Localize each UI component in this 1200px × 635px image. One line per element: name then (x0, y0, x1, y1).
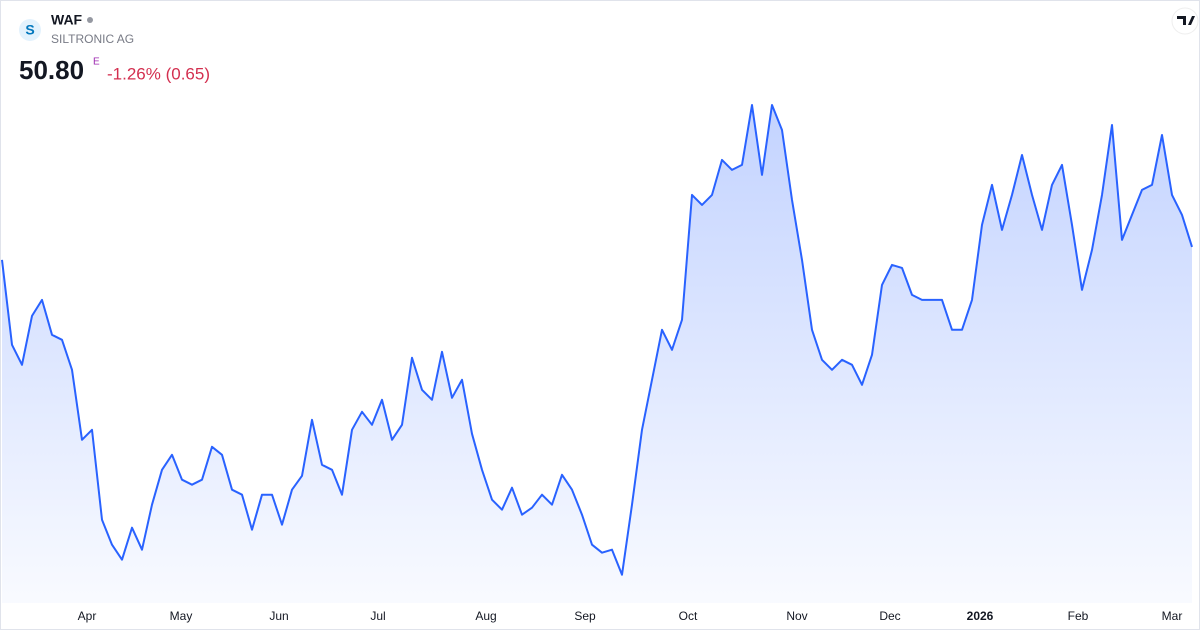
change: -1.26% (0.65) (107, 64, 210, 83)
x-tick-label: 2026 (967, 609, 994, 623)
logo-letter: S (25, 22, 34, 38)
x-tick-label: Feb (1068, 609, 1089, 623)
x-tick-label: Oct (679, 609, 698, 623)
ticker: WAF (51, 12, 83, 28)
x-tick-label: Jul (370, 609, 385, 623)
tv-logo[interactable] (1171, 7, 1199, 35)
company: SILTRONIC AG (51, 32, 134, 46)
area-fill (2, 105, 1192, 603)
price-line (1, 104, 1193, 576)
x-tick-label: Nov (786, 609, 807, 623)
x-tick-label: Aug (475, 609, 496, 623)
x-tick-label: Mar (1162, 609, 1183, 623)
x-tick-label: May (170, 609, 193, 623)
price: 50.80 (19, 55, 84, 85)
status-dot (87, 17, 93, 23)
plot-area: Apr May Jun Jul Aug Sep Oct Nov Dec 2026 Feb Mar (1, 104, 1193, 623)
x-tick-label: Sep (574, 609, 596, 623)
x-tick-label: Jun (269, 609, 288, 623)
price-flag: E (93, 57, 100, 68)
x-tick-label: Apr (78, 609, 97, 623)
logo (19, 19, 41, 41)
x-tick-label: Dec (879, 609, 900, 623)
